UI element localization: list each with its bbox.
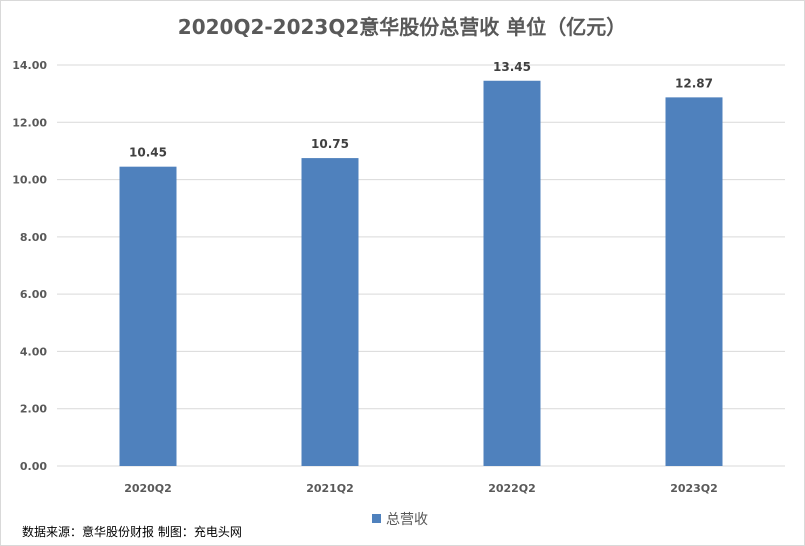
legend: 总营收 <box>372 512 428 528</box>
bar-2020Q2 <box>119 166 177 467</box>
x-tick-label: 2021Q2 <box>306 482 354 495</box>
bar-2021Q2 <box>301 158 359 466</box>
bar-2022Q2 <box>483 80 541 466</box>
y-tick-label: 2.00 <box>20 403 47 416</box>
x-tick-label: 2022Q2 <box>488 482 536 495</box>
y-tick-label: 0.00 <box>20 460 47 473</box>
y-tick-label: 10.00 <box>12 174 47 187</box>
legend-label: 总营收 <box>386 512 428 528</box>
data-label: 10.45 <box>129 146 167 160</box>
y-tick-label: 6.00 <box>20 288 47 301</box>
y-tick-label: 12.00 <box>12 116 47 129</box>
y-tick-label: 8.00 <box>20 231 47 244</box>
chart-title: 2020Q2-2023Q2意华股份总营收 单位（亿元） <box>178 15 626 39</box>
source-note: 数据来源：意华股份财报 制图：充电头网 <box>22 524 242 539</box>
data-label: 13.45 <box>493 60 531 74</box>
x-tick-label: 2023Q2 <box>670 482 718 495</box>
y-tick-label: 14.00 <box>12 59 47 72</box>
data-label: 10.75 <box>311 137 349 151</box>
data-label: 12.87 <box>675 76 713 90</box>
x-tick-label: 2020Q2 <box>124 482 172 495</box>
legend-swatch <box>372 514 381 523</box>
y-tick-label: 4.00 <box>20 345 47 358</box>
bar-2023Q2 <box>665 97 723 467</box>
